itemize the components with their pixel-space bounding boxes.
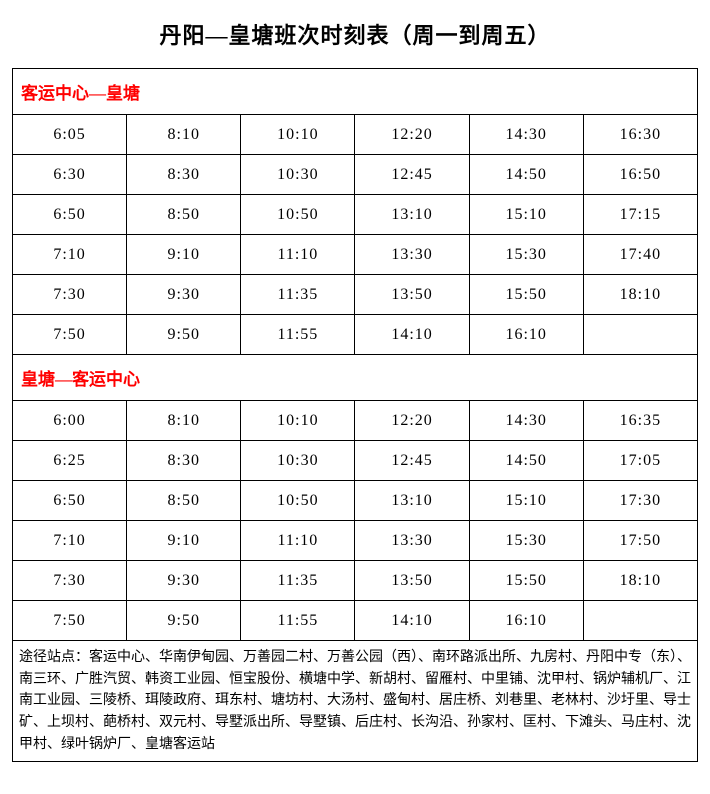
section1-cell [583, 315, 697, 355]
section1-cell: 11:35 [241, 275, 355, 315]
section2-cell: 7:10 [13, 521, 127, 561]
section2-cell: 9:10 [127, 521, 241, 561]
section1-cell: 18:10 [583, 275, 697, 315]
section1-cell: 12:20 [355, 115, 469, 155]
section1-cell: 7:30 [13, 275, 127, 315]
section2-cell: 12:20 [355, 401, 469, 441]
section2-cell: 13:10 [355, 481, 469, 521]
section1-cell: 14:10 [355, 315, 469, 355]
section1-cell: 12:45 [355, 155, 469, 195]
section2-cell: 15:50 [469, 561, 583, 601]
section1-cell: 11:55 [241, 315, 355, 355]
section2-cell: 7:50 [13, 601, 127, 641]
section1-cell: 7:50 [13, 315, 127, 355]
section1-cell: 8:50 [127, 195, 241, 235]
section2-cell: 12:45 [355, 441, 469, 481]
section2-cell: 11:55 [241, 601, 355, 641]
section1-cell: 14:30 [469, 115, 583, 155]
section1-cell: 17:40 [583, 235, 697, 275]
section1-cell: 10:50 [241, 195, 355, 235]
section2-cell: 11:35 [241, 561, 355, 601]
section2-cell: 16:35 [583, 401, 697, 441]
section2-cell: 8:10 [127, 401, 241, 441]
section1-cell: 10:10 [241, 115, 355, 155]
section1-cell: 13:50 [355, 275, 469, 315]
section2-header: 皇塘—客运中心 [13, 355, 698, 401]
section2-cell: 15:10 [469, 481, 583, 521]
section2-cell: 6:00 [13, 401, 127, 441]
section1-cell: 16:30 [583, 115, 697, 155]
section1-cell: 15:50 [469, 275, 583, 315]
section1-cell: 9:50 [127, 315, 241, 355]
section1-cell: 13:30 [355, 235, 469, 275]
section1-cell: 6:30 [13, 155, 127, 195]
section2-cell: 11:10 [241, 521, 355, 561]
section2-cell: 14:50 [469, 441, 583, 481]
section2-cell: 13:50 [355, 561, 469, 601]
section1-cell: 8:10 [127, 115, 241, 155]
section2-cell: 18:10 [583, 561, 697, 601]
section2-cell: 13:30 [355, 521, 469, 561]
schedule-title: 丹阳—皇塘班次时刻表（周一到周五） [12, 8, 698, 68]
section1-cell: 13:10 [355, 195, 469, 235]
section1-cell: 9:10 [127, 235, 241, 275]
section1-cell: 11:10 [241, 235, 355, 275]
section1-cell: 17:15 [583, 195, 697, 235]
section1-cell: 10:30 [241, 155, 355, 195]
section2-cell: 8:30 [127, 441, 241, 481]
section2-cell: 10:50 [241, 481, 355, 521]
section2-cell: 9:50 [127, 601, 241, 641]
section1-cell: 7:10 [13, 235, 127, 275]
section2-cell: 10:30 [241, 441, 355, 481]
section2-cell: 9:30 [127, 561, 241, 601]
section2-cell: 17:50 [583, 521, 697, 561]
section2-cell: 6:25 [13, 441, 127, 481]
section2-cell: 17:30 [583, 481, 697, 521]
section1-cell: 8:30 [127, 155, 241, 195]
section2-cell: 14:30 [469, 401, 583, 441]
section2-cell: 14:10 [355, 601, 469, 641]
section2-cell: 10:10 [241, 401, 355, 441]
section1-cell: 16:10 [469, 315, 583, 355]
section1-cell: 14:50 [469, 155, 583, 195]
section2-cell: 17:05 [583, 441, 697, 481]
section2-cell: 16:10 [469, 601, 583, 641]
section1-cell: 6:50 [13, 195, 127, 235]
section1-header: 客运中心—皇塘 [13, 69, 698, 115]
section1-cell: 16:50 [583, 155, 697, 195]
section1-cell: 9:30 [127, 275, 241, 315]
section1-cell: 6:05 [13, 115, 127, 155]
section2-cell: 6:50 [13, 481, 127, 521]
schedule-table: 客运中心—皇塘6:058:1010:1012:2014:3016:306:308… [12, 68, 698, 762]
section1-cell: 15:10 [469, 195, 583, 235]
section2-cell: 7:30 [13, 561, 127, 601]
section2-cell [583, 601, 697, 641]
section1-cell: 15:30 [469, 235, 583, 275]
section2-cell: 15:30 [469, 521, 583, 561]
section2-cell: 8:50 [127, 481, 241, 521]
route-stations: 途径站点：客运中心、华南伊甸园、万善园二村、万善公园（西）、南环路派出所、九房村… [13, 641, 698, 762]
